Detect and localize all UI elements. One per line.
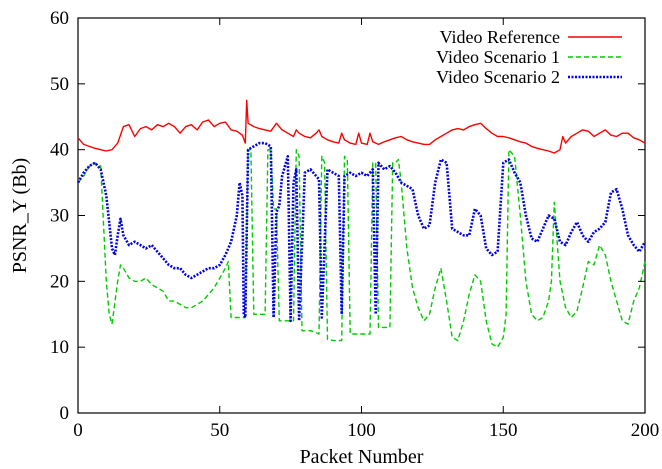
y-tick-label: 60 (50, 8, 69, 29)
y-axis-ticks: 0 10 20 30 40 50 60 (50, 8, 645, 424)
y-axis-label: PSNR_Y (Bb) (9, 158, 31, 273)
series-line-2 (77, 148, 646, 348)
legend-label: Video Reference (440, 27, 560, 47)
legend-label: Video Scenario 2 (436, 67, 560, 87)
x-axis-label: Packet Number (300, 446, 424, 468)
series-layer (76, 99, 647, 348)
legend-label: Video Scenario 1 (436, 47, 560, 67)
y-tick-label: 40 (50, 140, 69, 161)
x-tick-label: 50 (210, 420, 229, 441)
x-tick-label: 150 (489, 420, 518, 441)
series-line-3 (76, 141, 647, 323)
x-axis-ticks: 0 50 100 150 200 (73, 18, 659, 441)
y-tick-label: 10 (50, 337, 69, 358)
x-tick-label: 200 (631, 420, 660, 441)
series-line-1 (77, 99, 646, 154)
x-tick-label: 0 (73, 420, 83, 441)
y-tick-label: 30 (50, 206, 69, 227)
y-tick-label: 50 (50, 74, 69, 95)
x-tick-label: 100 (347, 420, 376, 441)
y-tick-label: 20 (50, 271, 69, 292)
y-tick-label: 0 (60, 403, 70, 424)
